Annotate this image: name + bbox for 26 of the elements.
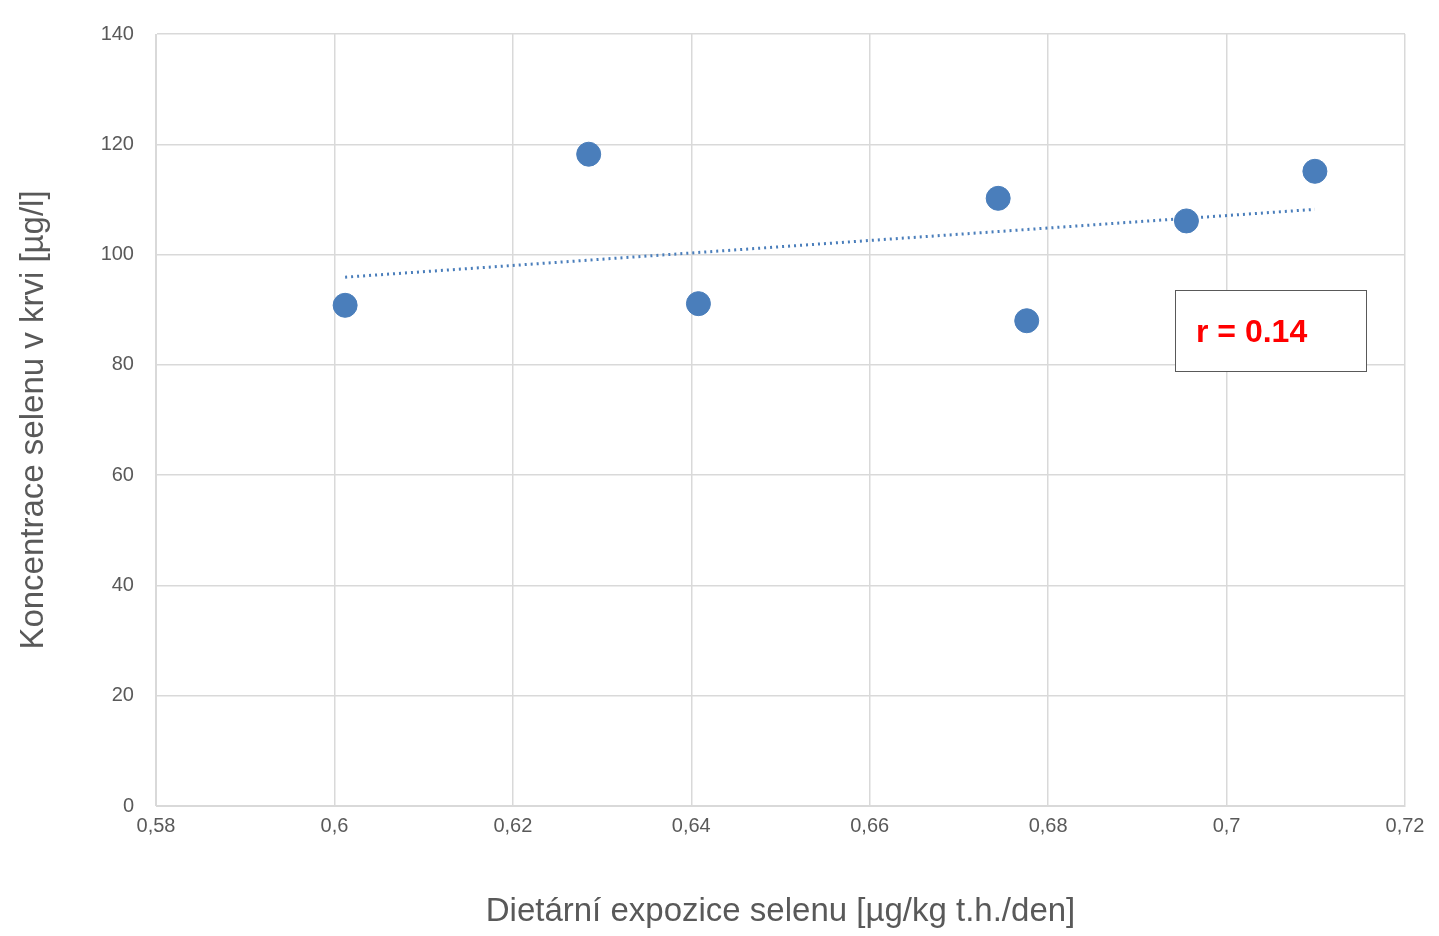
point <box>985 185 1011 211</box>
point <box>576 141 602 167</box>
point <box>332 292 358 318</box>
y-tick-label: 120 <box>100 131 134 154</box>
x-tick-label: 0,72 <box>1385 813 1425 836</box>
y-axis-title: Koncentrace selenu v krvi [µg/l] <box>12 190 50 650</box>
x-tick-label: 0,68 <box>1028 813 1068 836</box>
point <box>1302 158 1328 184</box>
y-tick-label: 100 <box>100 242 134 265</box>
x-axis-title: Dietární expozice selenu [µg/kg t.h./den] <box>485 891 1076 929</box>
x-tick-label: 0,58 <box>136 813 176 836</box>
x-tick-label: 0,7 <box>1212 813 1241 836</box>
x-tick-label: 0,66 <box>850 813 890 836</box>
y-tick-label: 20 <box>111 683 134 706</box>
x-tick-label: 0,62 <box>493 813 533 836</box>
annotation: r = 0.14 <box>1175 290 1367 372</box>
point <box>1014 308 1040 334</box>
x-tick-label: 0,64 <box>671 813 711 836</box>
x-tick-label: 0,6 <box>320 813 349 836</box>
y-tick-label: 140 <box>100 21 134 44</box>
y-tick-label: 60 <box>111 462 134 485</box>
y-tick-label: 80 <box>111 352 134 375</box>
point <box>685 291 711 317</box>
y-tick-label: 40 <box>111 572 134 595</box>
point <box>1173 208 1199 234</box>
y-tick-label: 0 <box>122 793 134 816</box>
